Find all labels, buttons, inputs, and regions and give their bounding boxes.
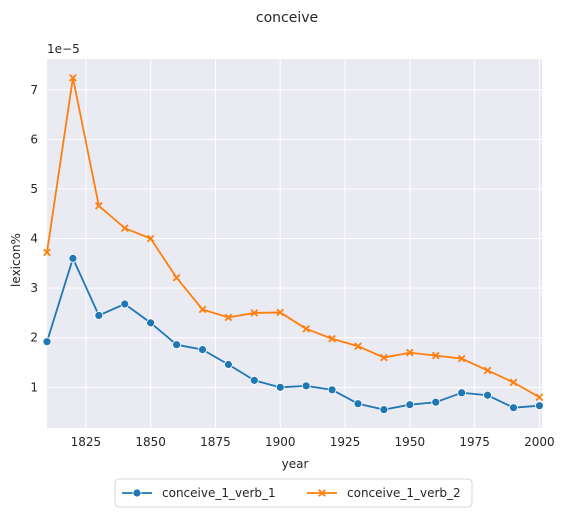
- y-scale-label: 1e−5: [47, 42, 80, 56]
- data-point: [509, 403, 518, 413]
- tick-labels: 1825 1850 1875 1900 1925 1950 1975 2000 1 2 3 4 5 6 7: [30, 83, 554, 449]
- y-tick-label: 7: [30, 83, 38, 97]
- data-point: [405, 400, 415, 410]
- legend-box: [114, 478, 473, 508]
- data-point: [198, 305, 207, 314]
- data-point: [249, 375, 259, 385]
- data-point: [69, 74, 77, 82]
- data-point: [146, 234, 155, 243]
- data-point: [172, 273, 181, 282]
- y-tick-label: 1: [30, 380, 38, 394]
- plot-area: [47, 59, 542, 428]
- data-point: [405, 348, 414, 357]
- x-tick-label: 1975: [459, 435, 490, 449]
- data-point: [302, 324, 310, 333]
- data-point: [250, 309, 259, 317]
- data-point: [224, 360, 233, 369]
- y-tick-label: 6: [30, 132, 38, 146]
- y-axis-label: lexicon%: [9, 233, 23, 287]
- data-point: [483, 390, 492, 400]
- data-point: [457, 354, 466, 363]
- legend-swatch-marker: [318, 489, 326, 497]
- x-tick-label: 1950: [395, 435, 426, 449]
- x-tick-label: 1825: [71, 435, 102, 449]
- data-point: [276, 308, 285, 317]
- data-point: [328, 334, 336, 343]
- data-point: [431, 351, 440, 360]
- data-point: [120, 299, 130, 309]
- data-point: [198, 345, 207, 355]
- data-point: [379, 405, 389, 415]
- x-tick-label: 1900: [265, 435, 296, 449]
- data-point: [353, 399, 363, 409]
- grid: [47, 59, 542, 428]
- legend-label: conceive_1_verb_2: [347, 486, 461, 500]
- data-point: [509, 378, 518, 387]
- data-point: [431, 397, 441, 407]
- x-axis-label: year: [282, 457, 309, 471]
- y-tick-label: 5: [30, 182, 38, 196]
- data-point: [68, 253, 78, 263]
- series-line-1: [46, 257, 540, 411]
- series-line-2: [46, 76, 540, 399]
- y-tick-label: 2: [30, 331, 38, 345]
- data-point: [172, 340, 181, 350]
- x-tick-label: 2000: [524, 435, 555, 449]
- data-point: [94, 201, 103, 210]
- legend-label: conceive_1_verb_1: [162, 486, 276, 500]
- data-point: [380, 353, 388, 362]
- y-tick-label: 4: [30, 232, 38, 246]
- chart-title: conceive: [256, 10, 318, 26]
- data-point: [42, 337, 52, 347]
- x-tick-label: 1850: [135, 435, 166, 449]
- data-point: [535, 401, 544, 411]
- data-point: [275, 382, 285, 392]
- data-point: [43, 248, 51, 257]
- data-point: [120, 224, 129, 232]
- x-tick-label: 1875: [200, 435, 231, 449]
- data-point: [301, 381, 311, 391]
- data-point: [457, 388, 467, 398]
- data-point: [146, 318, 156, 328]
- data-point: [327, 385, 337, 395]
- series-group: [42, 74, 544, 415]
- x-tick-label: 1925: [330, 435, 361, 449]
- data-point: [94, 311, 104, 320]
- y-tick-label: 3: [30, 281, 38, 295]
- data-point: [224, 313, 233, 322]
- data-point: [535, 393, 544, 402]
- legend: conceive_1_verb_1 conceive_1_verb_2: [114, 478, 473, 508]
- data-point: [483, 366, 492, 375]
- data-point: [354, 342, 362, 351]
- legend-swatch-marker: [132, 488, 142, 498]
